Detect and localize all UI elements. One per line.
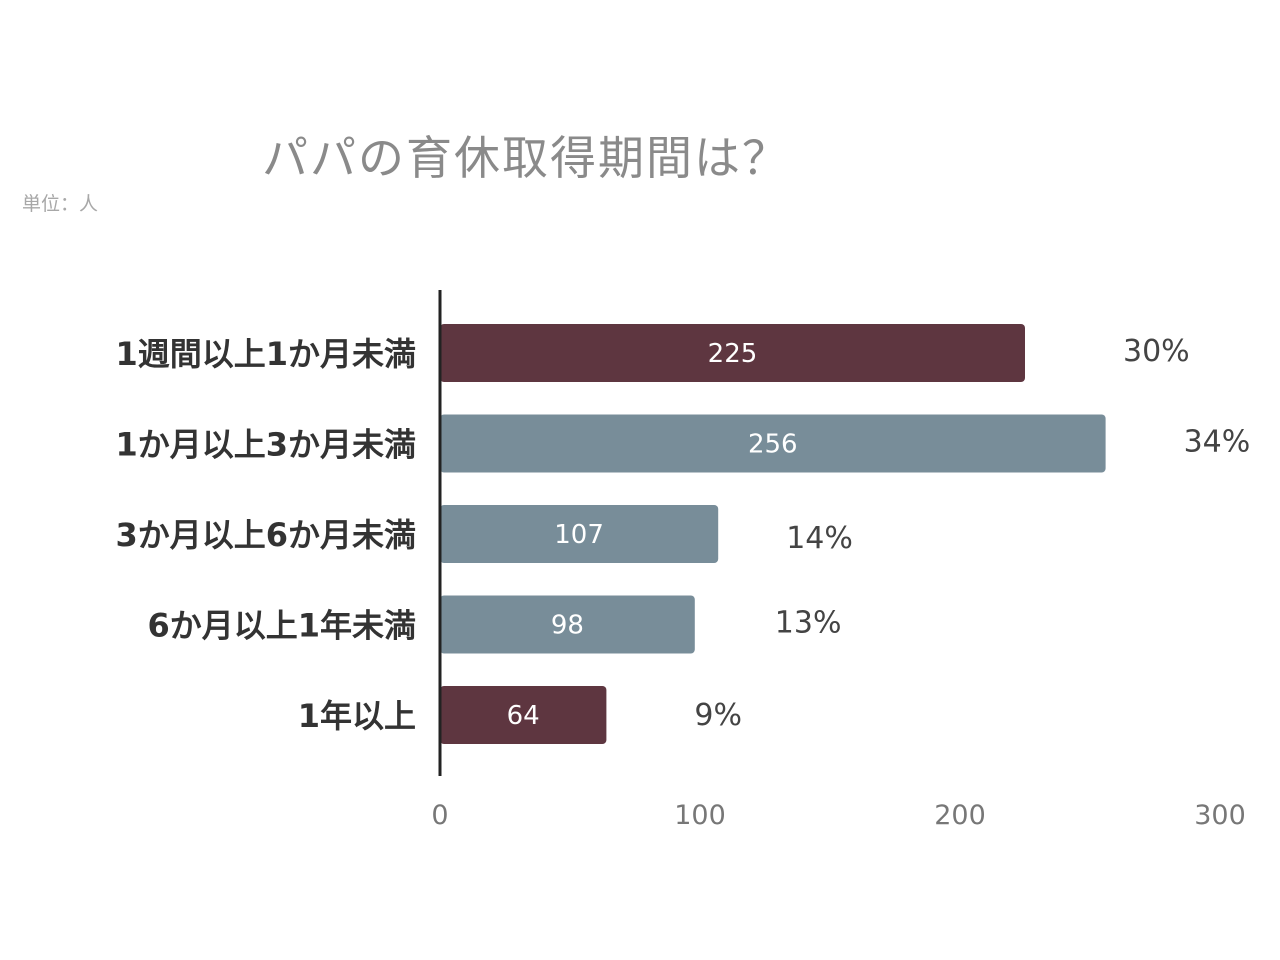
bar-value-label: 256 — [748, 430, 798, 460]
bar — [440, 324, 1025, 382]
category-label: 6か月以上1年未満 — [147, 607, 416, 645]
bar — [440, 505, 719, 563]
x-tick-label: 100 — [674, 800, 726, 831]
percent-label: 9% — [694, 698, 742, 733]
x-tick-label: 0 — [431, 800, 448, 831]
bar-value-label: 225 — [708, 339, 758, 369]
percent-label: 34% — [1184, 425, 1251, 460]
chart-title: パパの育休取得期間は？ — [262, 131, 790, 185]
x-tick-label: 300 — [1194, 800, 1246, 831]
bar — [440, 414, 1106, 473]
bar-value-label: 64 — [507, 701, 540, 731]
percent-label: 14% — [786, 521, 853, 556]
percent-label: 30% — [1123, 334, 1190, 369]
x-tick-label: 200 — [934, 800, 986, 831]
bar-value-label: 107 — [554, 520, 604, 550]
category-label: 1か月以上3か月未満 — [115, 426, 416, 464]
bar — [440, 686, 607, 744]
category-label: 1年以上 — [298, 697, 416, 735]
category-label: 1週間以上1か月未満 — [115, 335, 416, 373]
unit-label: 単位：人 — [22, 193, 99, 215]
percent-label: 13% — [775, 606, 842, 641]
bar-value-label: 98 — [551, 611, 584, 641]
bar — [440, 595, 695, 654]
category-label: 3か月以上6か月未満 — [115, 516, 416, 554]
